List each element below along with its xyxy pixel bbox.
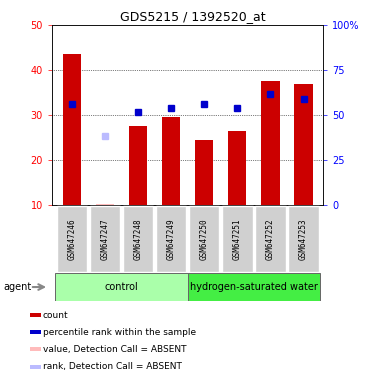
Bar [295, 84, 313, 205]
Text: agent: agent [4, 282, 32, 292]
Text: GSM647253: GSM647253 [299, 218, 308, 260]
Bar [30, 330, 41, 334]
Bar [63, 54, 81, 205]
Text: GSM647249: GSM647249 [167, 218, 176, 260]
Bar [129, 126, 147, 205]
Bar [228, 131, 246, 205]
Bar [30, 347, 41, 351]
Bar [188, 273, 320, 301]
Text: GSM647251: GSM647251 [233, 218, 242, 260]
Bar [261, 81, 280, 205]
Text: control: control [105, 282, 138, 292]
Bar [162, 118, 180, 205]
Text: GDS5215 / 1392520_at: GDS5215 / 1392520_at [120, 10, 265, 23]
Bar [288, 206, 319, 272]
Bar [57, 206, 87, 272]
Text: rank, Detection Call = ABSENT: rank, Detection Call = ABSENT [43, 362, 182, 371]
Bar [96, 204, 114, 205]
Bar [255, 206, 286, 272]
Bar [30, 365, 41, 369]
Text: GSM647247: GSM647247 [100, 218, 109, 260]
Text: count: count [43, 311, 69, 320]
Bar [189, 206, 219, 272]
Bar [30, 313, 41, 317]
Text: percentile rank within the sample: percentile rank within the sample [43, 328, 196, 337]
Text: value, Detection Call = ABSENT: value, Detection Call = ABSENT [43, 344, 186, 354]
Text: GSM647246: GSM647246 [67, 218, 76, 260]
Bar [55, 273, 188, 301]
Text: GSM647252: GSM647252 [266, 218, 275, 260]
Bar [156, 206, 186, 272]
Text: GSM647248: GSM647248 [134, 218, 142, 260]
Text: hydrogen-saturated water: hydrogen-saturated water [190, 282, 318, 292]
Bar [123, 206, 153, 272]
Bar [222, 206, 253, 272]
Bar [90, 206, 120, 272]
Text: GSM647250: GSM647250 [200, 218, 209, 260]
Bar [195, 140, 213, 205]
